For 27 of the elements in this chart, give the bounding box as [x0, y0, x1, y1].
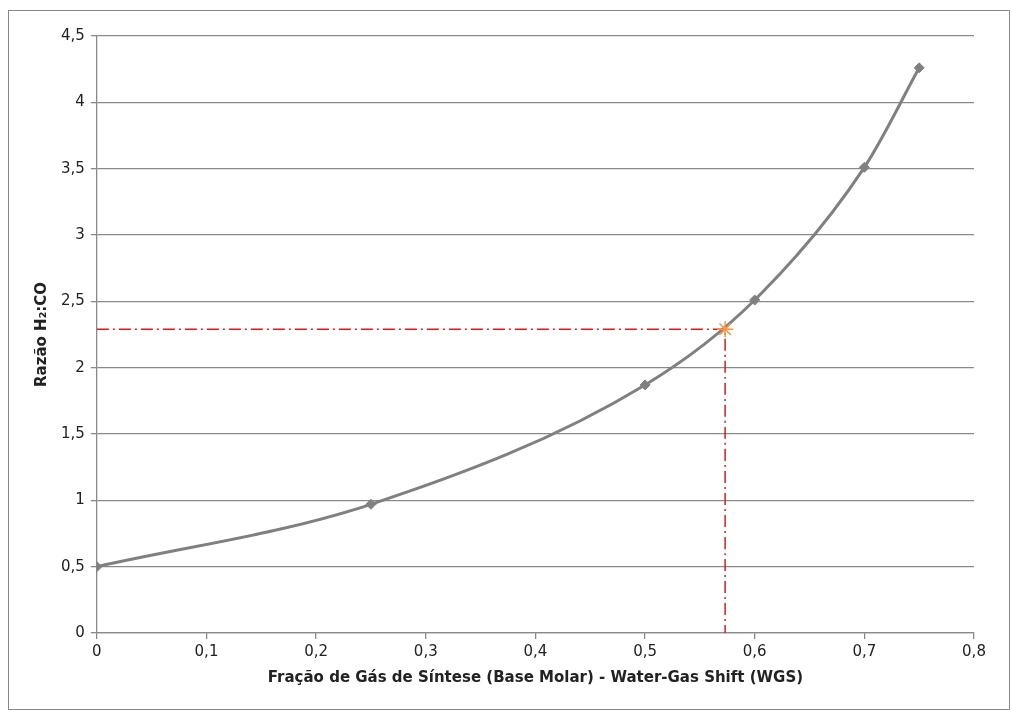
- y-axis-title: Razão H₂:CO: [31, 282, 50, 387]
- y-tick-label: 4,5: [61, 25, 85, 44]
- x-tick-label: 0: [92, 641, 102, 660]
- point: [913, 62, 925, 74]
- y-tick-label: 2: [75, 357, 85, 376]
- x-axis-title: Fração de Gás de Síntese (Base Molar) - Water-Gas Shift (WGS): [267, 667, 804, 686]
- y-tick-label: 1,5: [61, 423, 85, 442]
- x-tick-label: 0,5: [633, 641, 657, 660]
- x-tick-label: 0,1: [194, 641, 219, 660]
- point: [716, 320, 734, 338]
- x-tick-label: 0,4: [523, 641, 548, 660]
- point: [639, 379, 651, 391]
- point: [365, 498, 377, 510]
- y-tick-label: 4: [75, 92, 85, 111]
- point: [858, 161, 870, 173]
- y-tick-label: 3: [75, 224, 85, 243]
- y-tick-label: 3,5: [61, 158, 85, 177]
- y-tick-label: 0,5: [61, 556, 85, 575]
- x-tick-label: 0,3: [413, 641, 438, 660]
- x-tick-label: 0,8: [962, 641, 986, 660]
- y-tick-label: 0: [75, 622, 85, 641]
- y-tick-label: 2,5: [61, 291, 85, 310]
- x-tick-label: 0,7: [852, 641, 877, 660]
- point: [749, 294, 761, 306]
- y-tick-label: 1: [75, 490, 85, 509]
- x-tick-label: 0,6: [742, 641, 767, 660]
- x-tick-label: 0,2: [304, 641, 329, 660]
